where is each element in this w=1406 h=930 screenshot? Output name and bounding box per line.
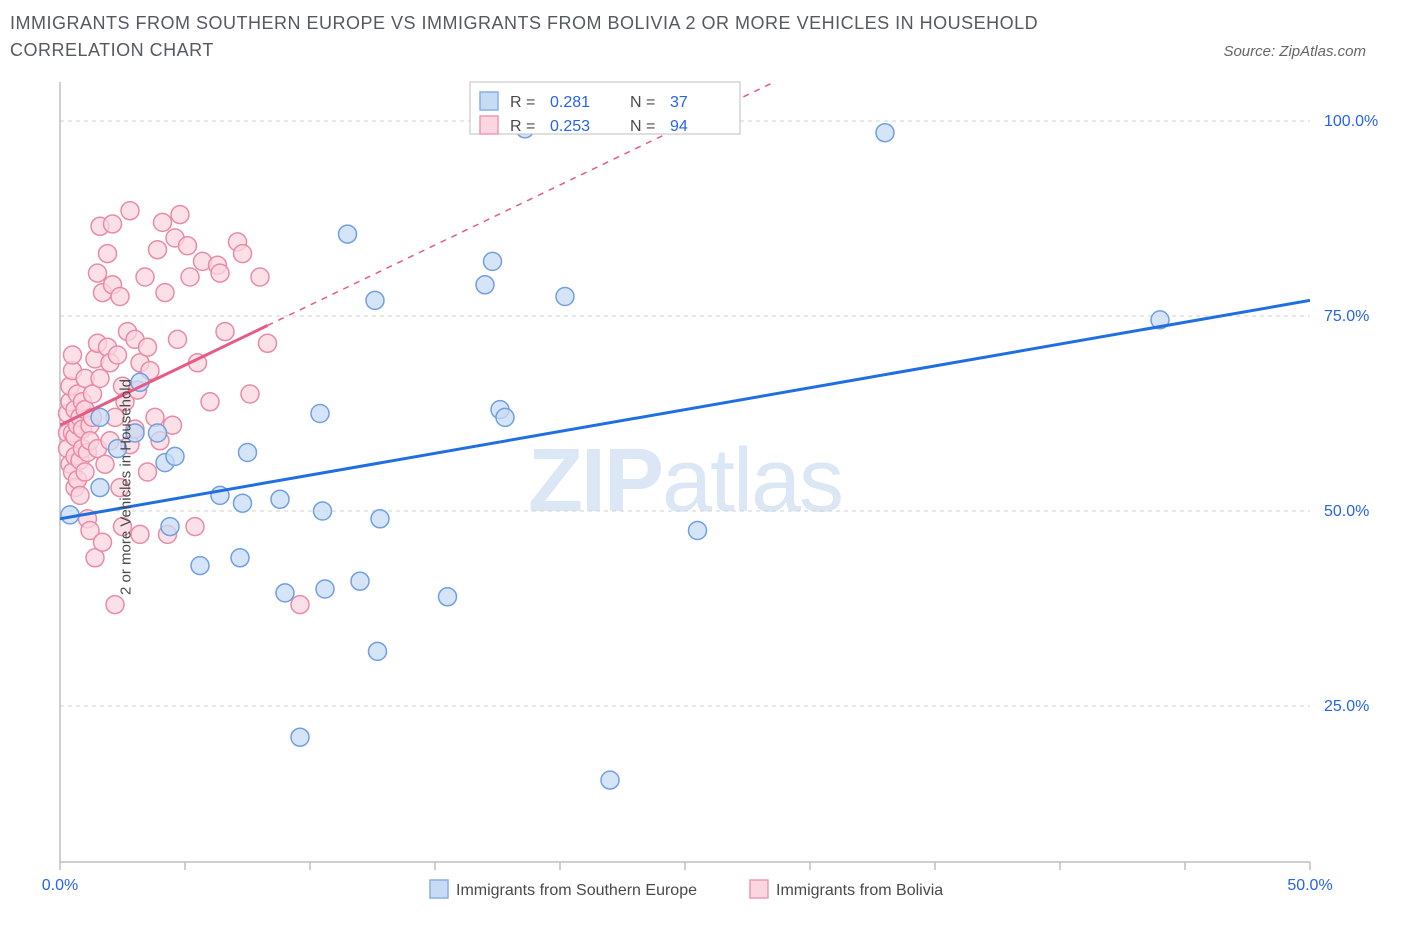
legend-n-label: N =	[630, 118, 655, 135]
x-tick-label: 50.0%	[1287, 877, 1332, 894]
scatter-point	[271, 490, 289, 508]
legend-n-value: 94	[670, 118, 688, 135]
legend-r-label: R =	[510, 118, 535, 135]
legend-r-value: 0.281	[550, 94, 590, 111]
legend-series-label: Immigrants from Southern Europe	[456, 882, 697, 899]
scatter-point	[291, 728, 309, 746]
scatter-point	[106, 596, 124, 614]
scatter-point	[156, 284, 174, 302]
scatter-point	[91, 369, 109, 387]
y-tick-label: 100.0%	[1324, 113, 1378, 130]
scatter-point	[169, 330, 187, 348]
scatter-point	[149, 424, 167, 442]
scatter-point	[259, 334, 277, 352]
scatter-point	[91, 408, 109, 426]
legend-n-value: 37	[670, 94, 688, 111]
legend-r-value: 0.253	[550, 118, 590, 135]
scatter-point	[76, 463, 94, 481]
source-label: Source: ZipAtlas.com	[1223, 43, 1366, 60]
scatter-point	[876, 124, 894, 142]
scatter-point	[371, 510, 389, 528]
scatter-point	[91, 479, 109, 497]
scatter-point	[476, 276, 494, 294]
legend-r-label: R =	[510, 94, 535, 111]
scatter-point	[99, 245, 117, 263]
scatter-point	[136, 268, 154, 286]
scatter-point	[71, 486, 89, 504]
chart-container: 2 or more Vehicles in Household ZIPatlas…	[10, 72, 1396, 902]
y-tick-label: 75.0%	[1324, 308, 1369, 325]
scatter-point	[191, 557, 209, 575]
scatter-point	[234, 494, 252, 512]
y-tick-label: 25.0%	[1324, 698, 1369, 715]
scatter-point	[216, 323, 234, 341]
scatter-point	[276, 584, 294, 602]
scatter-point	[251, 268, 269, 286]
scatter-point	[179, 237, 197, 255]
scatter-point	[366, 291, 384, 309]
scatter-point	[201, 393, 219, 411]
scatter-point	[339, 225, 357, 243]
legend-n-label: N =	[630, 94, 655, 111]
scatter-point	[186, 518, 204, 536]
scatter-point	[601, 771, 619, 789]
scatter-point	[161, 518, 179, 536]
scatter-point	[96, 455, 114, 473]
scatter-point	[484, 252, 502, 270]
scatter-point	[104, 215, 122, 233]
legend-swatch	[750, 880, 768, 898]
scatter-point	[94, 533, 112, 551]
scatter-point	[149, 241, 167, 259]
scatter-point	[314, 502, 332, 520]
x-tick-label: 0.0%	[42, 877, 78, 894]
scatter-point	[439, 588, 457, 606]
scatter-point	[291, 596, 309, 614]
chart-title: IMMIGRANTS FROM SOUTHERN EUROPE VS IMMIG…	[10, 10, 1110, 64]
legend-swatch	[480, 116, 498, 134]
scatter-point	[311, 405, 329, 423]
scatter-point	[89, 264, 107, 282]
scatter-point	[231, 549, 249, 567]
trend-line-extrapolated	[268, 72, 1311, 326]
scatter-point	[211, 264, 229, 282]
scatter-point	[64, 346, 82, 364]
legend-swatch	[480, 92, 498, 110]
header-row: IMMIGRANTS FROM SOUTHERN EUROPE VS IMMIG…	[10, 10, 1396, 64]
scatter-point	[369, 642, 387, 660]
scatter-point	[234, 245, 252, 263]
scatter-point	[139, 338, 157, 356]
scatter-point	[241, 385, 259, 403]
scatter-point	[109, 346, 127, 364]
scatter-point	[154, 213, 172, 231]
scatter-point	[139, 463, 157, 481]
scatter-point	[111, 288, 129, 306]
scatter-point	[496, 408, 514, 426]
legend-swatch	[430, 880, 448, 898]
y-axis-label: 2 or more Vehicles in Household	[117, 379, 134, 595]
y-tick-label: 50.0%	[1324, 503, 1369, 520]
legend-series-label: Immigrants from Bolivia	[776, 882, 943, 899]
scatter-point	[121, 202, 139, 220]
scatter-point	[689, 522, 707, 540]
scatter-point	[351, 572, 369, 590]
scatter-point	[556, 288, 574, 306]
scatter-point	[316, 580, 334, 598]
scatter-point	[171, 206, 189, 224]
scatter-chart: ZIPatlas 25.0% 50.0% 75.0% 100.0% 0.0% 50.0% R …	[10, 72, 1396, 922]
scatter-point	[181, 268, 199, 286]
scatter-point	[239, 444, 257, 462]
scatter-point	[166, 447, 184, 465]
watermark: ZIPatlas	[528, 431, 842, 531]
